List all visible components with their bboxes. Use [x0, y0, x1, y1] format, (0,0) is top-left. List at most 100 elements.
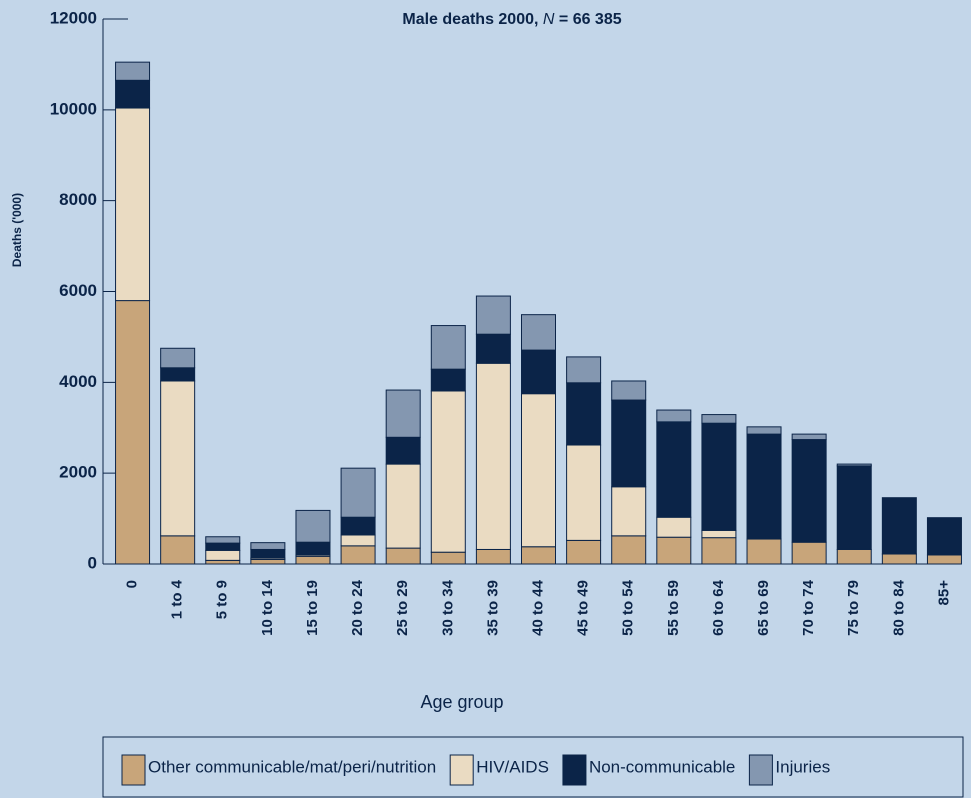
bar-segment: [611, 399, 647, 488]
bar-segment: [701, 537, 737, 565]
bar-segment: [656, 536, 692, 565]
bar-segment: [295, 509, 331, 543]
bar-segment: [881, 553, 917, 565]
bar-segment: [701, 414, 737, 424]
bar-segment: [205, 549, 241, 561]
bar-segment: [295, 555, 331, 565]
bar-segment: [746, 433, 782, 540]
y-tick-label: 4000: [59, 372, 97, 391]
bar-segment: [385, 547, 421, 565]
bar-segment: [521, 314, 556, 351]
bar-segment: [746, 538, 782, 565]
bar-segment: [115, 79, 151, 109]
bar-segment: [521, 546, 556, 565]
y-tick-label: 8000: [59, 190, 97, 209]
bar-segment: [160, 380, 196, 537]
legend-label: Injuries: [775, 757, 830, 776]
legend-swatch: [748, 754, 773, 786]
bar-segment: [521, 349, 556, 395]
bar-segment: [340, 534, 376, 547]
x-tick-label: 85+: [935, 580, 952, 606]
bar-segment: [656, 421, 692, 518]
bar-segment: [475, 548, 511, 565]
bar-segment: [836, 465, 872, 550]
bar-segment: [115, 107, 151, 302]
bar-segment: [926, 517, 962, 556]
legend-label: Non-communicable: [589, 757, 735, 776]
bar-segment: [656, 516, 692, 538]
bar-segment: [791, 439, 827, 543]
y-tick-label: 10000: [50, 99, 97, 118]
x-tick-label: 30 to 34: [439, 579, 456, 636]
y-tick-label: 2000: [59, 463, 97, 482]
bar-segment: [656, 409, 692, 423]
x-tick-label: 20 to 24: [349, 579, 366, 636]
y-tick-label: 12000: [50, 8, 97, 27]
x-tick-label: 15 to 19: [304, 580, 321, 636]
bar-segment: [160, 367, 196, 382]
title-part: N: [543, 11, 555, 28]
bar-segment: [205, 536, 241, 544]
title-part: = 66 385: [554, 11, 621, 28]
bar-segment: [160, 347, 196, 369]
bar-segment: [701, 529, 737, 539]
bar-segment: [295, 541, 331, 556]
bar-segment: [250, 542, 286, 550]
y-tick-label: 6000: [59, 281, 97, 300]
x-tick-label: 0: [124, 580, 141, 588]
x-tick-label: 55 to 59: [665, 580, 682, 636]
bar-segment: [881, 497, 917, 555]
bar-segment: [115, 61, 151, 81]
x-tick-label: 5 to 9: [214, 580, 231, 619]
x-tick-label: 60 to 64: [710, 579, 727, 636]
x-tick-label: 35 to 39: [484, 580, 501, 636]
bar-segment: [160, 535, 196, 565]
x-tick-label: 75 to 79: [845, 580, 862, 636]
bar-segment: [791, 541, 827, 565]
x-tick-label: 1 to 4: [169, 579, 186, 619]
legend-label: Other communicable/mat/peri/nutrition: [148, 757, 436, 776]
title-part: Male deaths 2000,: [402, 11, 543, 28]
legend-swatch: [562, 754, 587, 786]
bar-segment: [611, 486, 647, 537]
x-tick-label: 50 to 54: [620, 579, 637, 636]
bar-segment: [836, 548, 872, 565]
bar-segment: [205, 559, 241, 565]
bar-segment: [701, 422, 737, 531]
bar-segment: [385, 436, 421, 465]
bar-segment: [475, 362, 511, 550]
legend-swatch: [121, 754, 146, 786]
bar-segment: [521, 393, 556, 548]
x-tick-label: 25 to 29: [394, 580, 411, 636]
x-tick-label: 40 to 44: [529, 579, 546, 636]
bar-segment: [430, 368, 466, 392]
x-tick-label: 70 to 74: [800, 579, 817, 636]
bar-segment: [791, 433, 827, 441]
bar-segment: [385, 389, 421, 438]
legend-box: [102, 736, 964, 798]
legend-label: HIV/AIDS: [476, 757, 549, 776]
bar-segment: [430, 390, 466, 553]
bar-segment: [926, 554, 962, 565]
bar-segment: [611, 380, 647, 401]
y-axis-label: Deaths ('000): [10, 193, 24, 267]
y-tick-label: 0: [88, 553, 97, 572]
x-tick-label: 10 to 14: [259, 579, 276, 636]
bar-segment: [566, 356, 602, 384]
x-tick-label: 80 to 84: [890, 579, 907, 636]
x-tick-label: 45 to 49: [575, 580, 592, 636]
bar-segment: [611, 535, 647, 565]
bar-segment: [340, 516, 376, 536]
bar-segment: [836, 463, 872, 467]
bar-segment: [250, 548, 286, 559]
bar-segment: [475, 295, 511, 335]
chart-title: Male deaths 2000, N = 66 385: [402, 11, 621, 28]
bar-segment: [385, 463, 421, 549]
bar-segment: [566, 539, 602, 565]
x-tick-label: 65 to 69: [755, 580, 772, 636]
bar-segment: [115, 300, 151, 565]
bar-segment: [340, 545, 376, 565]
legend-swatch: [449, 754, 474, 786]
bar-segment: [566, 444, 602, 541]
